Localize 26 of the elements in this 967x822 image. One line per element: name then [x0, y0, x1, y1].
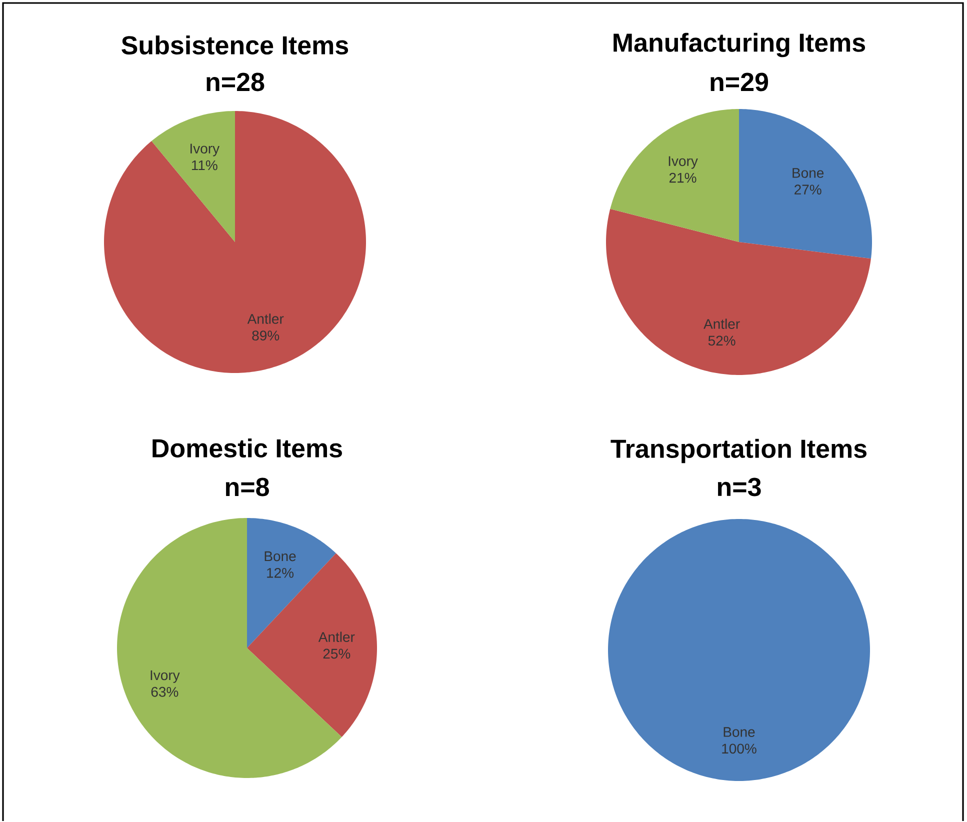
chart-title: Manufacturing Items	[614, 32, 866, 58]
slice-label: Antler	[704, 318, 740, 330]
chart-subtitle: n=28	[206, 72, 264, 92]
data-label: 12%	[267, 568, 294, 578]
chart-title: Transportation Items	[610, 438, 866, 464]
data-label: 25%	[323, 648, 350, 659]
data-label: 11%	[192, 160, 218, 170]
data-label: 100%	[722, 744, 756, 754]
slice-label: Ivory	[190, 144, 220, 156]
chart-subtitle: n=3	[718, 478, 761, 496]
slice-label: Bone	[724, 727, 755, 738]
slice-label: Antler	[247, 314, 284, 324]
data-label: 21%	[669, 172, 696, 183]
slice-label: Ivory	[668, 156, 698, 169]
slice-label: Antler	[318, 632, 355, 642]
chart-title: Domestic Items	[152, 438, 342, 458]
slice-label: Ivory	[150, 670, 180, 684]
chart-subtitle: n=29	[710, 72, 768, 92]
slice-label: Bone	[264, 552, 296, 562]
data-label: 63%	[151, 687, 178, 697]
chart-subtitle: n=8	[226, 478, 269, 496]
data-label: 52%	[708, 336, 736, 346]
chart-title: Subsistence Items	[122, 36, 348, 55]
slice-label: Bone	[792, 168, 824, 178]
data-label: 89%	[252, 330, 280, 341]
data-label: 27%	[794, 184, 822, 195]
